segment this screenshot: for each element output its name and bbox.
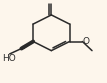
Text: HO: HO xyxy=(2,54,16,63)
Text: O: O xyxy=(83,37,90,46)
